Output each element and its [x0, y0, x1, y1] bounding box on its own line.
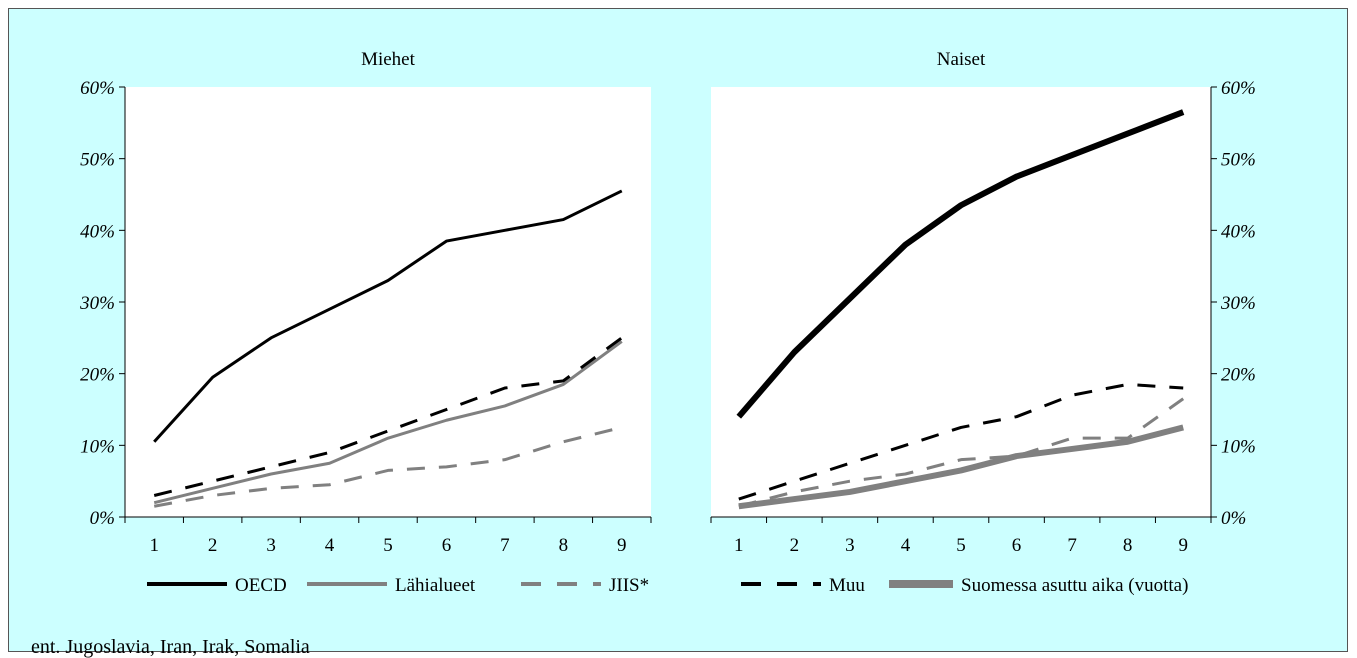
x-tick-label-2-2: 3: [845, 535, 855, 556]
series-line-1-3: [153, 336, 623, 497]
x-tick-label-1-3: 4: [325, 535, 335, 556]
x-tick-label-1-5: 6: [442, 535, 452, 556]
series-line-2-3: [738, 382, 1184, 501]
x-tick-label-1-8: 9: [617, 535, 627, 556]
x-tick-label-2-3: 4: [901, 535, 911, 556]
x-tick-label-2-6: 7: [1067, 535, 1077, 556]
y-tick-label-2-4: 40%: [1221, 221, 1256, 242]
x-tick-label-2-5: 6: [1012, 535, 1022, 556]
legend-label-0: OECD: [235, 575, 287, 596]
y-tick-label-1-1: 10%: [80, 436, 115, 457]
x-tick-label-2-0: 1: [734, 535, 744, 556]
y-tick-label-2-2: 20%: [1221, 365, 1256, 386]
footnote: ent. Jugoslavia, Iran, Irak, Somalia: [31, 636, 310, 658]
y-tick-label-2-3: 30%: [1220, 293, 1256, 314]
legend-label-4: Suomessa asuttu aika (vuotta): [961, 575, 1188, 596]
chart-title-2: Naiset: [937, 49, 986, 70]
plot-area-2: [711, 87, 1211, 517]
x-tick-label-1-7: 8: [559, 535, 569, 556]
x-tick-label-1-6: 7: [500, 535, 510, 556]
chart-frame: Miehet 0% 10% 20% 30% 40% 50% 60% 1 2 3 4 5 6 7 8 9 Naise…: [8, 8, 1348, 657]
y-tick-label-2-0: 0%: [1221, 508, 1246, 529]
y-tick-label-2-5: 50%: [1221, 150, 1256, 171]
series-line-1-0: [153, 189, 623, 443]
legend-label-1: Lähialueet: [395, 575, 476, 596]
plot-area-1: [125, 87, 651, 517]
y-tick-label-1-2: 20%: [80, 365, 115, 386]
series-line-2-1: [738, 397, 1185, 508]
x-tick-label-1-1: 2: [208, 535, 218, 556]
y-tick-label-1-5: 50%: [80, 150, 115, 171]
x-tick-label-2-7: 8: [1123, 535, 1133, 556]
x-tick-label-2-4: 5: [956, 535, 966, 556]
y-tick-label-2-1: 10%: [1221, 436, 1256, 457]
series-line-1-1: [153, 340, 623, 505]
x-tick-label-1-2: 3: [266, 535, 276, 556]
series-line-2-0: [736, 109, 1185, 419]
x-tick-label-1-4: 5: [383, 535, 393, 556]
y-tick-label-1-4: 40%: [80, 221, 115, 242]
legend-label-2: JIIS*: [609, 575, 649, 596]
series-line-1-2: [153, 425, 623, 508]
x-tick-label-2-1: 2: [790, 535, 800, 556]
y-tick-label-2-6: 60%: [1221, 78, 1256, 99]
series-line-2-2: [738, 424, 1184, 510]
y-tick-label-1-0: 0%: [90, 508, 115, 529]
chart-title-1: Miehet: [361, 49, 416, 70]
y-tick-label-1-6: 60%: [80, 78, 115, 99]
x-tick-label-1-0: 1: [149, 535, 159, 556]
legend-label-3: Muu: [829, 575, 865, 596]
x-tick-label-2-8: 9: [1178, 535, 1188, 556]
y-tick-label-1-3: 30%: [79, 293, 115, 314]
